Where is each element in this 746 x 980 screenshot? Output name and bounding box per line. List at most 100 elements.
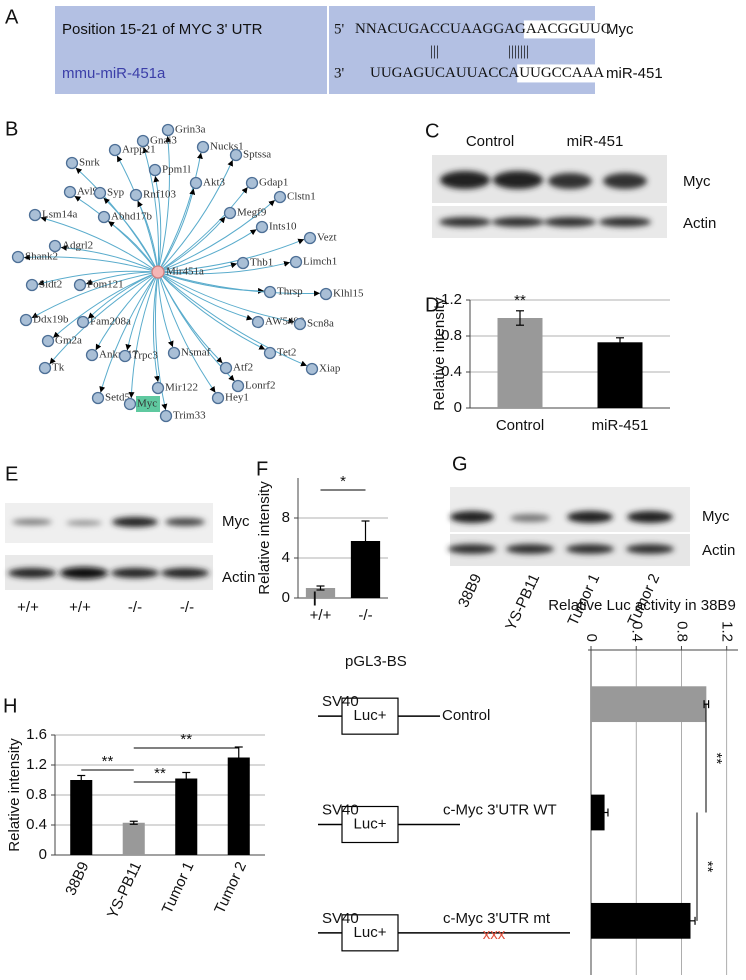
reporter-label: Luc+ [354, 815, 387, 832]
x-tick-label: -/- [358, 607, 372, 624]
node-label: Grin3a [175, 124, 206, 136]
y-tick-label: 0 [39, 846, 47, 863]
node [11, 250, 25, 264]
band-label: Myc [702, 508, 730, 525]
node-label: Trim33 [173, 410, 206, 422]
x-tick-label: Tumor 2 [211, 859, 250, 916]
pairing: ||| [430, 43, 439, 59]
lane-label: +/+ [17, 599, 39, 616]
node-label: Limch1 [303, 256, 337, 268]
node [91, 391, 105, 405]
node [65, 156, 79, 170]
node [161, 123, 175, 137]
node-label: Megf9 [237, 207, 267, 219]
node [97, 210, 111, 224]
y-tick-label: 0 [454, 399, 462, 416]
node [189, 176, 203, 190]
node [223, 206, 237, 220]
node [219, 361, 233, 375]
edge [157, 188, 196, 273]
panel-letter: I [312, 588, 318, 610]
edge [152, 271, 160, 383]
edge [103, 197, 159, 273]
x-tick-label: 0 [583, 634, 600, 642]
bar [597, 342, 643, 408]
edge [142, 146, 160, 273]
node [136, 134, 150, 148]
node-label: Ppm1l [162, 164, 191, 176]
node-label: Atf2 [233, 362, 253, 374]
node [63, 185, 77, 199]
y-tick-label: 0.8 [441, 327, 462, 344]
edge [157, 238, 305, 273]
significance-label: ** [708, 752, 725, 764]
node [236, 256, 250, 270]
center-label: Mir451a [166, 266, 204, 278]
edge [157, 271, 216, 393]
x-tick-label: Tumor 1 [159, 859, 198, 916]
node-label: Adgrl2 [62, 240, 93, 252]
panel-letter: B [5, 118, 18, 140]
bar [175, 778, 198, 855]
node [231, 379, 245, 393]
node-label: Thb1 [250, 257, 273, 269]
bar [591, 794, 605, 831]
node [25, 278, 39, 292]
node [19, 313, 33, 327]
lane-label: -/- [128, 599, 142, 616]
band-label: Actin [222, 569, 255, 586]
y-tick-label: 8 [282, 509, 290, 526]
end-label: 3' [334, 65, 345, 81]
node [76, 315, 90, 329]
node-label: Clstn1 [287, 191, 316, 203]
node-label: Lsm14a [42, 209, 78, 221]
edge [157, 271, 266, 350]
node-label: Syp [107, 187, 125, 199]
y-tick-label: 0 [282, 589, 290, 606]
edge [157, 271, 321, 297]
bands [8, 517, 209, 579]
bar [591, 902, 691, 939]
node-label: Rnf103 [143, 189, 177, 201]
node [293, 317, 307, 331]
x-tick-label: 1.2 [719, 621, 736, 642]
node [251, 315, 265, 329]
node [148, 163, 162, 177]
y-tick-label: 1.6 [26, 726, 47, 743]
node [263, 346, 277, 360]
edge [95, 271, 159, 351]
node-label: Lonrf2 [245, 380, 276, 392]
node-label: Vezt [317, 232, 337, 244]
panel-letter: H [3, 695, 17, 717]
seq: UUGAGUCAUUACCA [370, 65, 519, 81]
y-tick-label: Control [442, 707, 490, 724]
node [229, 148, 243, 162]
band-label: Actin [702, 542, 735, 559]
mir-name: miR-451 [606, 65, 663, 82]
seed: UUGCCAAA [519, 65, 604, 81]
luc-box [341, 914, 399, 952]
edge [74, 195, 159, 273]
edge [157, 216, 226, 273]
target-name: Myc [606, 21, 634, 38]
node-label: Arpp21 [122, 144, 156, 156]
significance-label: ** [514, 292, 526, 309]
node-label: Shank2 [25, 251, 58, 263]
alignment-box [55, 6, 595, 94]
node-label: Mir122 [165, 382, 198, 394]
bar [305, 588, 336, 598]
vector-label: pGL3-BS [345, 653, 407, 670]
edge [37, 270, 159, 286]
node-label: Scn8a [307, 318, 334, 330]
lane-label: 38B9 [455, 571, 485, 610]
node [289, 255, 303, 269]
panel-letter: D [425, 294, 439, 316]
band-label: Myc [683, 173, 711, 190]
edge [99, 271, 159, 393]
edge [157, 260, 291, 275]
edge [157, 199, 276, 273]
lane-label: miR-451 [567, 133, 624, 150]
node [263, 285, 277, 299]
